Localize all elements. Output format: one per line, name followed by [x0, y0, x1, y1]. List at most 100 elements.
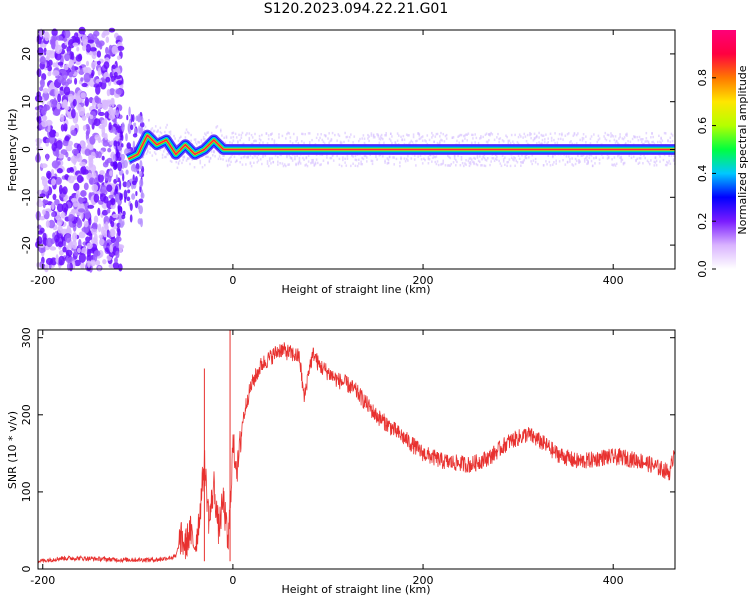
spectrogram-noise-cell [120, 193, 123, 201]
spectrogram-halo-cell [153, 151, 156, 154]
spectrogram-noise-cell [57, 217, 63, 227]
spectrogram-noise-cell [108, 122, 112, 131]
spectrogram-halo-cell [330, 139, 333, 142]
spectrogram-noise-cell [93, 193, 100, 203]
spectrogram-halo-cell [227, 158, 230, 161]
spectrogram-halo-cell [526, 133, 529, 137]
spectrogram-halo-cell [555, 162, 557, 165]
spectrogram-noise-cell [39, 193, 46, 198]
spectrogram-noise-cell [86, 242, 93, 250]
spectrogram-halo-cell [432, 134, 434, 137]
colorbar-tick-label: 0.8 [696, 69, 709, 87]
spectrogram-halo-cell [355, 158, 358, 162]
spectrogram-halo-cell [404, 160, 407, 163]
spectrogram-noise-cell [45, 153, 49, 162]
spectrogram-halo-cell [230, 155, 232, 158]
spectrogram-halo-cell [243, 155, 246, 158]
spectrogram-halo-cell [586, 158, 588, 162]
spectrogram-noise-cell [84, 148, 91, 156]
spectrogram-noise-cell [73, 202, 79, 208]
spectrogram-halo-cell [142, 155, 144, 159]
spectrogram-halo-cell [619, 135, 621, 139]
colorbar: 0.0 0.2 0.4 0.6 0.8 Normalized spectral ampl… [696, 30, 749, 278]
spectrogram-halo-cell [481, 164, 483, 167]
spectrogram-halo-cell [159, 148, 162, 151]
spectrogram-noise-cell [116, 45, 125, 51]
spectrogram-halo-cell [613, 163, 616, 166]
spectrogram-noise-cell [134, 175, 138, 183]
spectrogram-halo-cell [486, 157, 489, 160]
spectrogram-halo-cell [550, 136, 553, 140]
spectrogram-noise-cell [65, 144, 73, 152]
spectrogram-halo-cell [443, 140, 446, 143]
spectrogram-halo-cell [586, 162, 588, 166]
spectrogram-noise-cell [133, 127, 137, 136]
spectrogram-halo-cell [441, 162, 443, 166]
spectrogram-halo-cell [153, 129, 156, 133]
spectrogram-noise-cell [113, 71, 118, 78]
spectrogram-halo-cell [517, 154, 520, 158]
spectrogram-halo-cell [512, 140, 514, 143]
spectrogram-halo-cell [514, 156, 516, 160]
spectrogram-halo-cell [344, 157, 346, 161]
spectrogram-halo-cell [445, 133, 448, 137]
spectrogram-noise-cell [103, 196, 109, 204]
spectrogram-halo-cell [273, 141, 276, 145]
spectrogram-noise-cell [113, 140, 118, 147]
spectrogram-noise-cell [129, 203, 133, 211]
spectrogram-halo-cell [303, 158, 305, 162]
spectrogram-halo-cell [541, 142, 544, 146]
spectrogram-halo-cell [224, 141, 227, 145]
colorbar-tick-label: 0.6 [696, 117, 709, 135]
spectrogram-halo-cell [577, 132, 579, 135]
spectrogram-halo-cell [305, 156, 308, 159]
spectrogram-halo-cell [547, 137, 550, 140]
spectrogram-halo-cell [659, 140, 661, 143]
spectrogram-halo-cell [296, 154, 299, 158]
spectrogram-halo-cell [330, 137, 333, 141]
spectrogram-halo-cell [439, 142, 441, 145]
spectrogram-halo-cell [283, 163, 286, 166]
spectrogram-halo-cell [424, 139, 426, 142]
spectrogram-halo-cell [497, 132, 499, 136]
spectrogram-halo-cell [219, 157, 222, 161]
spectrogram-halo-cell [635, 159, 637, 162]
spectrogram-halo-cell [652, 140, 654, 144]
spectrogram-halo-cell [623, 161, 626, 165]
spectrogram-halo-cell [537, 162, 539, 166]
spectrogram-halo-cell [490, 131, 492, 135]
spectrogram-noise-cell [92, 112, 97, 119]
spectrogram-noise-cell [112, 154, 116, 162]
spectrogram-halo-cell [672, 154, 675, 157]
spectrogram-halo-cell [277, 163, 279, 166]
spectrogram-noise-cell [131, 193, 136, 200]
spectrogram-noise-cell [36, 115, 42, 124]
spectrogram-halo-cell [225, 136, 228, 139]
spectrogram-noise-cell [63, 64, 69, 71]
spectrogram-noise-cell [79, 161, 86, 167]
spectrogram-noise-cell [37, 230, 43, 235]
spectrogram-halo-cell [620, 157, 623, 161]
y-tick-label: 300 [20, 327, 33, 348]
spectrogram-halo-cell [485, 159, 488, 162]
spectrogram-halo-cell [444, 134, 447, 138]
spectrogram-noise-cell [50, 169, 55, 177]
spectrogram-halo-cell [550, 139, 553, 142]
spectrogram-halo-cell [666, 160, 668, 164]
spectrogram-halo-cell [551, 163, 554, 166]
spectrogram-noise-cell [78, 252, 86, 263]
spectrogram-halo-cell [638, 156, 641, 160]
spectrogram-halo-cell [219, 128, 222, 132]
spectrogram-halo-cell [577, 154, 579, 158]
spectrogram-halo-cell [344, 131, 346, 135]
spectrogram-noise-cell [73, 182, 80, 192]
spectrogram-halo-cell [534, 157, 537, 161]
spectrogram-noise-cell [51, 178, 56, 186]
spectrogram-halo-cell [235, 159, 238, 163]
spectrogram-halo-cell [538, 131, 540, 135]
spectrogram-halo-cell [219, 130, 222, 133]
spectrogram-halo-cell [546, 163, 548, 166]
spectrogram-noise-cell [97, 207, 101, 217]
spectrogram-halo-cell [583, 160, 586, 163]
spectrogram-halo-cell [411, 140, 414, 144]
